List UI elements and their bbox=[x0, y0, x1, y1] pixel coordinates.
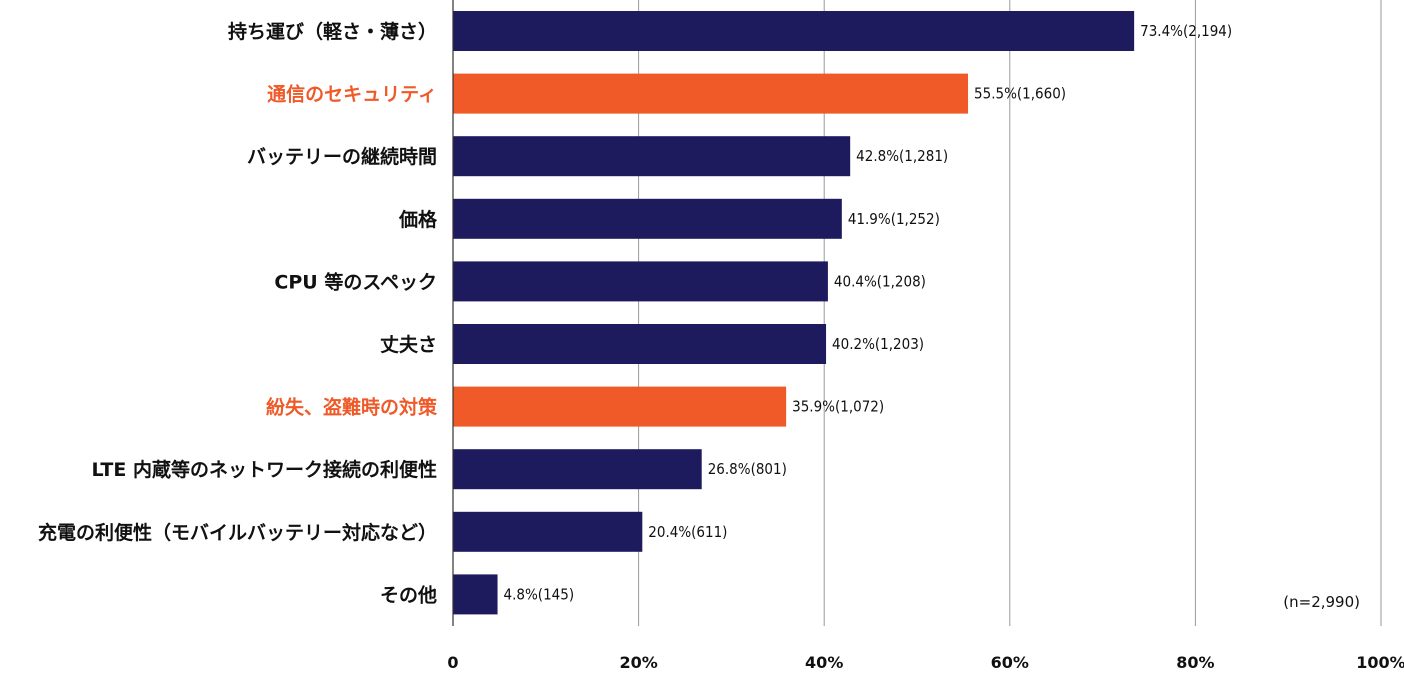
category-label: CPU 等のスペック bbox=[274, 270, 437, 293]
bar bbox=[453, 449, 702, 490]
bar bbox=[453, 261, 828, 302]
category-label: 価格 bbox=[398, 208, 438, 231]
bar bbox=[453, 11, 1135, 51]
value-labels: 73.4%(2,194) 55.5%(1,660) 42.8%(1,281) 41.9… bbox=[504, 22, 1233, 603]
x-tick-label: 60% bbox=[991, 653, 1029, 672]
value-label: 26.8%(801) bbox=[708, 460, 787, 478]
bar bbox=[453, 386, 787, 427]
x-tick-label: 100% bbox=[1356, 653, 1404, 672]
bar bbox=[453, 198, 842, 239]
sample-size-note: (n=2,990) bbox=[1283, 593, 1360, 611]
x-tick-label: 0 bbox=[447, 653, 458, 672]
value-label: 41.9%(1,252) bbox=[848, 210, 940, 228]
value-label: 20.4%(611) bbox=[648, 523, 727, 541]
value-label: 73.4%(2,194) bbox=[1140, 22, 1232, 40]
category-label: 丈夫さ bbox=[380, 334, 437, 356]
category-label: 充電の利便性（モバイルバッテリー対応など） bbox=[38, 521, 437, 544]
bar bbox=[453, 324, 827, 364]
category-label: その他 bbox=[380, 583, 437, 606]
x-tick-label: 40% bbox=[805, 653, 843, 672]
category-label: LTE 内蔵等のネットワーク接続の利便性 bbox=[91, 458, 437, 481]
value-label: 55.5%(1,660) bbox=[974, 85, 1066, 103]
category-label: 持ち運び（軽さ・薄さ） bbox=[228, 20, 437, 43]
bar bbox=[453, 574, 498, 615]
value-label: 40.2%(1,203) bbox=[832, 335, 924, 353]
x-tick-label: 20% bbox=[619, 653, 657, 672]
category-label: バッテリーの継続時間 bbox=[247, 145, 437, 168]
x-axis-ticks: 0 20% 40% 60% 80% 100% bbox=[447, 653, 1404, 672]
bars bbox=[453, 11, 1135, 615]
bar bbox=[453, 511, 643, 552]
value-label: 40.4%(1,208) bbox=[834, 272, 926, 290]
x-tick-label: 80% bbox=[1176, 653, 1214, 672]
category-label: 通信のセキュリティ bbox=[267, 83, 437, 106]
value-label: 42.8%(1,281) bbox=[856, 147, 948, 165]
value-label: 35.9%(1,072) bbox=[792, 398, 884, 416]
bar bbox=[453, 136, 851, 177]
bar bbox=[453, 73, 969, 114]
value-label: 4.8%(145) bbox=[504, 585, 575, 603]
category-label: 紛失、盗難時の対策 bbox=[266, 396, 438, 419]
